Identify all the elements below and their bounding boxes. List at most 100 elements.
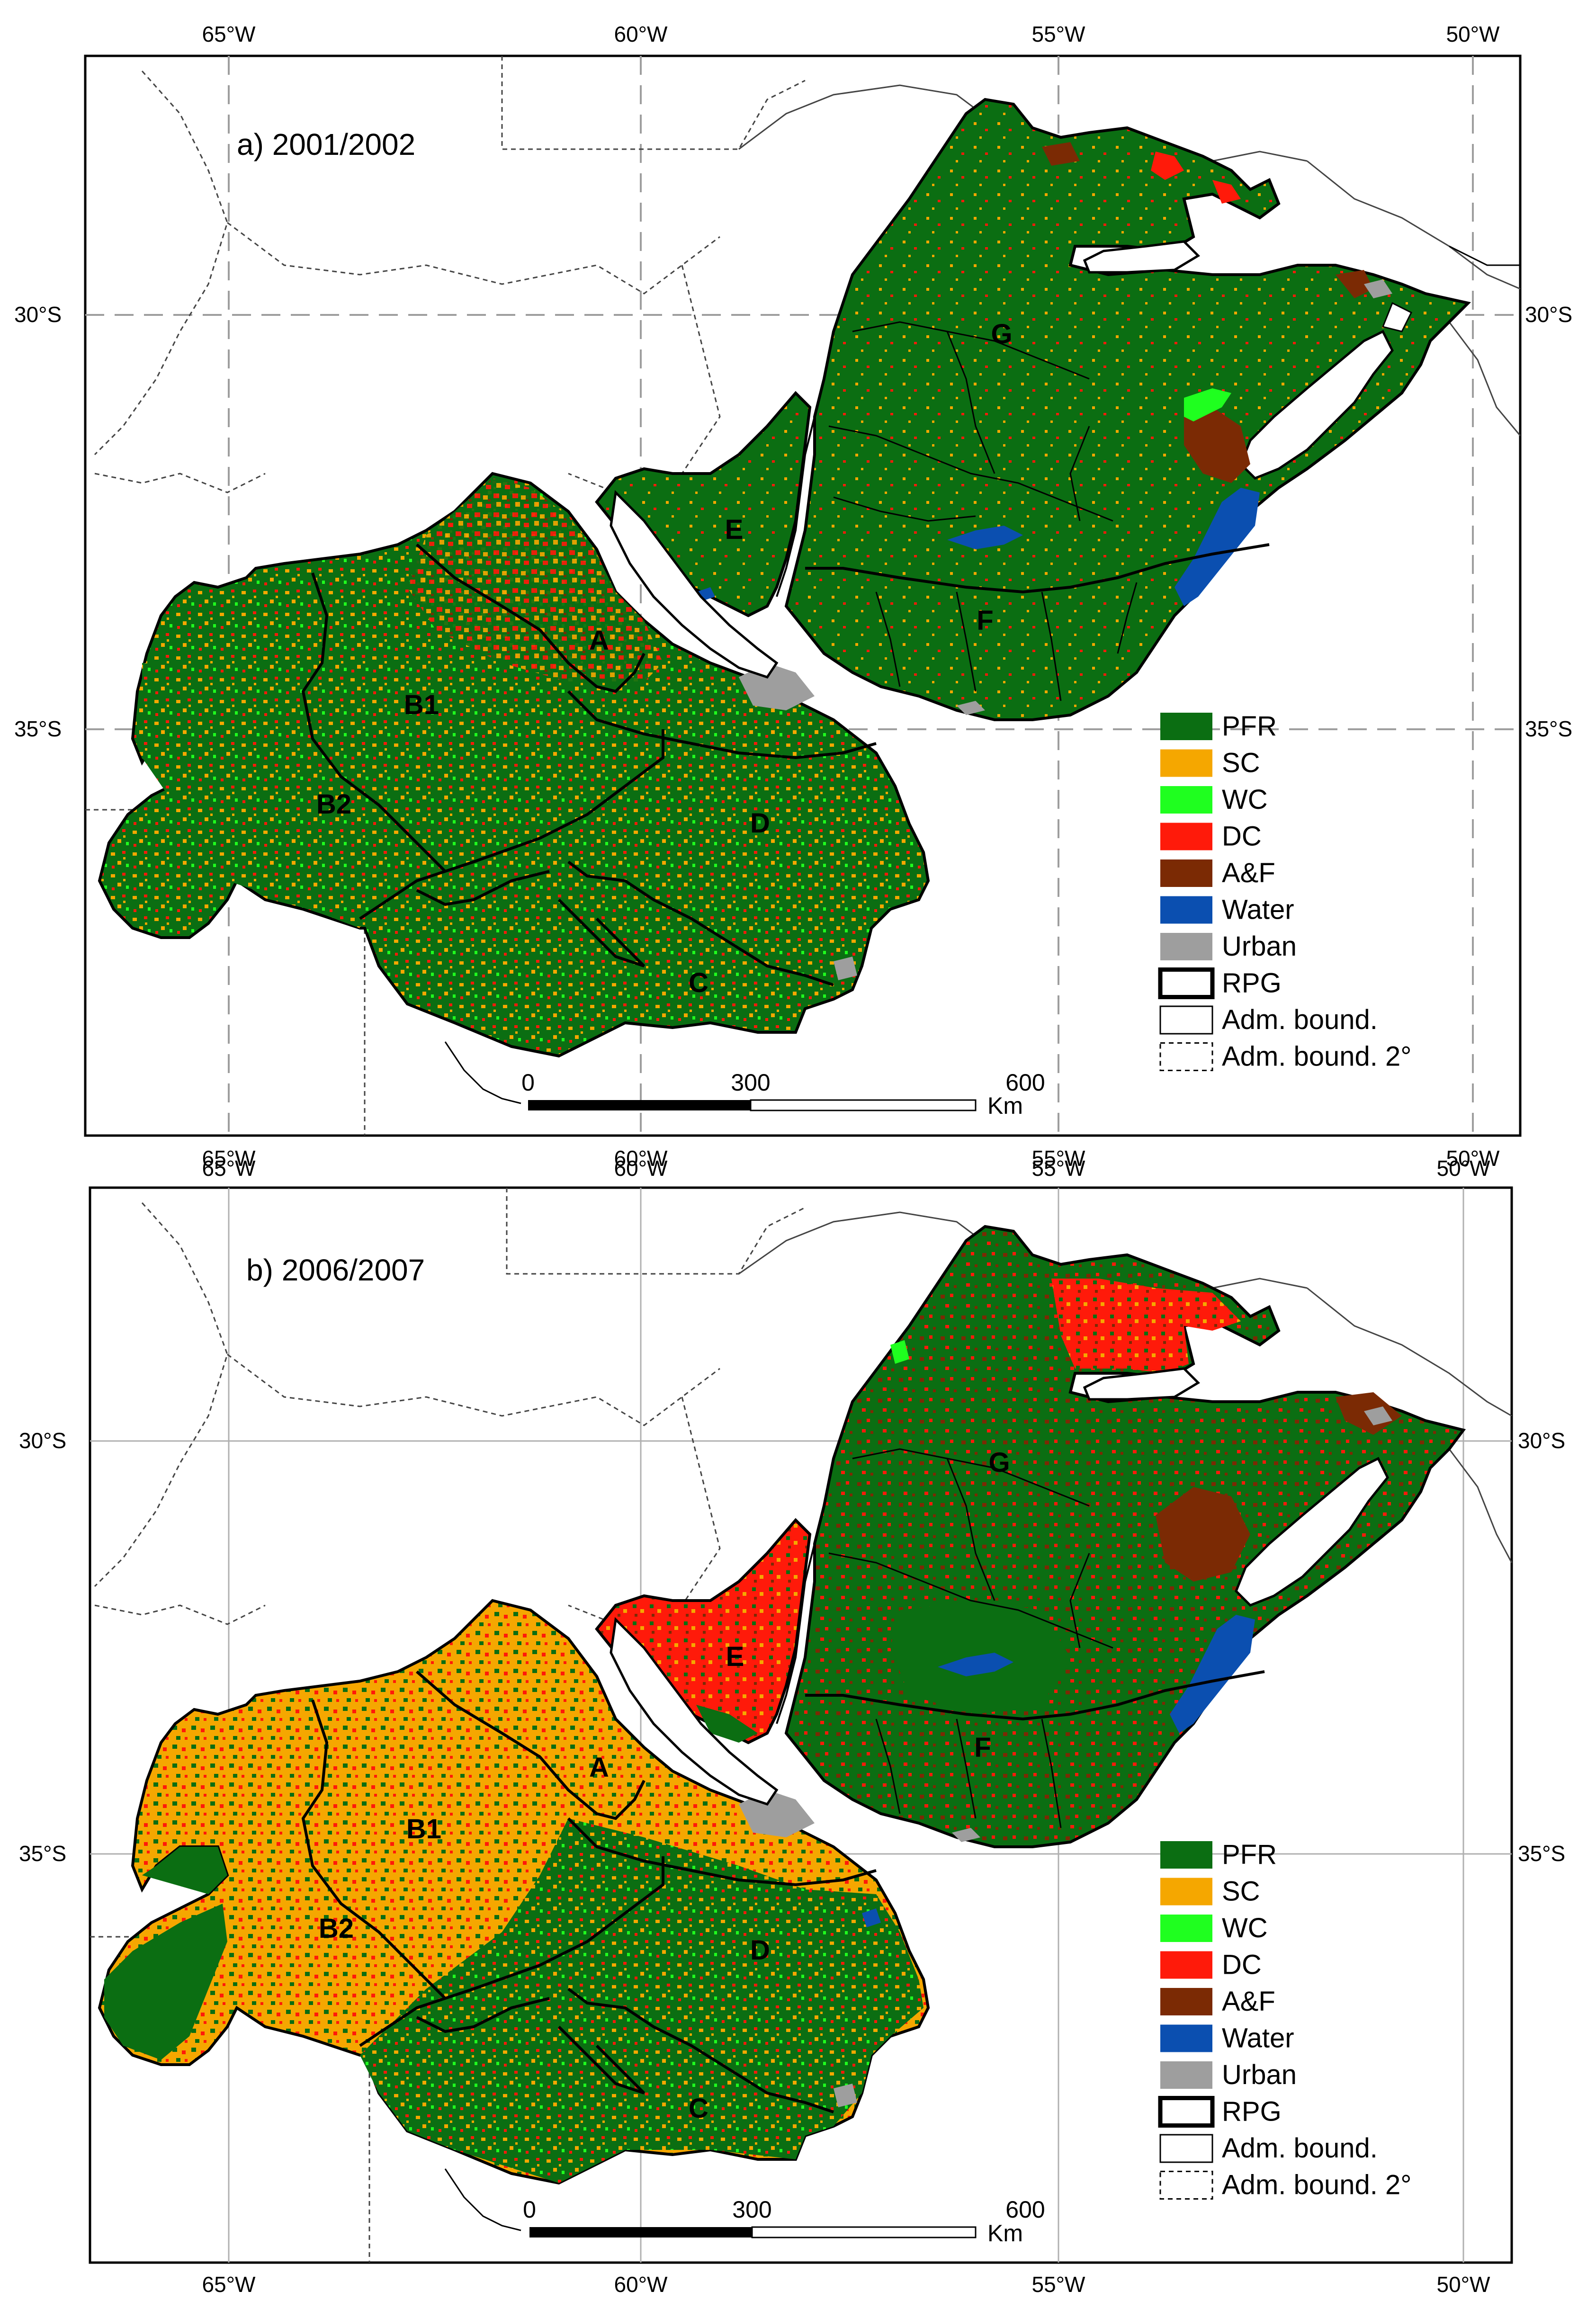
legend-label-sc: SC	[1222, 1876, 1260, 1907]
rpg-boundaries-campos-b	[805, 1670, 1265, 1721]
svg-text:300: 300	[731, 1069, 770, 1096]
svg-text:600: 600	[1005, 2196, 1045, 2223]
legend-label-adm-bound-2-: Adm. bound. 2°	[1222, 1041, 1411, 1072]
legend-label-wc: WC	[1222, 1913, 1268, 1943]
map-title-b: b) 2006/2007	[246, 1253, 425, 1287]
legend-label-pfr: PFR	[1222, 1839, 1277, 1870]
region-label-g-b: G	[988, 1447, 1010, 1478]
dc-patch-1-a	[1151, 152, 1184, 180]
legend-a: PFR SC WC DC A&F Water Urban RPG Adm. bound. Adm.…	[1158, 711, 1411, 1072]
water-pampa-b	[862, 1908, 881, 1927]
campos-region-a	[784, 98, 1471, 721]
region-label-b1-b: B1	[406, 1814, 441, 1844]
water-mirim-a	[1175, 488, 1260, 606]
svg-text:35°S: 35°S	[1525, 716, 1572, 741]
region-label-d-b: D	[750, 1935, 770, 1966]
svg-text:35°S: 35°S	[1518, 1841, 1565, 1866]
legend-swatch-rpg	[1158, 967, 1215, 999]
rpg-boundaries-campos-a	[805, 543, 1270, 594]
legend-swatch-pfr	[1160, 713, 1212, 740]
legend-swatch-rpg	[1158, 2096, 1215, 2128]
legend-swatch-wc	[1160, 786, 1212, 814]
rpg-boundaries-pampa-a	[301, 543, 877, 986]
map-panel-b: A B1 B2 C D E F G b) 2006/2007 65°W 60°W…	[19, 1156, 1565, 2297]
urban-small-a	[834, 957, 857, 980]
legend-label-adm-bound-2-: Adm. bound. 2°	[1222, 2170, 1411, 2201]
svg-text:30°S: 30°S	[19, 1428, 66, 1453]
svg-text:65°W: 65°W	[202, 22, 256, 46]
coast-south-b	[444, 2168, 521, 2231]
water-reservoir-a	[947, 526, 1023, 549]
dc-north-brazil-b	[1051, 1279, 1241, 1373]
svg-text:60°W: 60°W	[614, 1146, 668, 1171]
axis-top-b: 65°W 60°W 55°W 50°W	[202, 1156, 1491, 1181]
urban-porto-alegre-b	[1364, 1406, 1392, 1425]
legend-label-wc: WC	[1222, 784, 1268, 815]
region-label-a-b: A	[589, 1752, 609, 1783]
legend-label-dc: DC	[1222, 1950, 1262, 1980]
svg-text:35°S: 35°S	[19, 1841, 66, 1866]
map-panel-a: A B1 B2 C D E F G a) 2001/2002 65°W 60°W…	[14, 22, 1572, 1171]
urban-montevideo-b	[952, 1828, 980, 1842]
af-patch-3-a	[1042, 142, 1080, 166]
region-label-e-b: E	[726, 1641, 744, 1672]
pampa-west-green-b	[142, 1847, 227, 1894]
legend-label-rpg: RPG	[1222, 968, 1282, 999]
water-mirim-b	[1170, 1615, 1255, 1733]
region-label-e-a: E	[725, 514, 744, 545]
axis-top-a: 65°W 60°W 55°W 50°W	[202, 22, 1500, 46]
svg-text:30°S: 30°S	[1525, 302, 1572, 327]
legend-label-pfr: PFR	[1222, 711, 1277, 742]
svg-text:600: 600	[1005, 1069, 1045, 1096]
svg-text:0: 0	[521, 1069, 535, 1096]
axis-left-a: 30°S 35°S	[14, 302, 62, 741]
af-patch-1-b	[1156, 1487, 1250, 1582]
legend-label-sc: SC	[1222, 748, 1260, 779]
legend-label-a-f: A&F	[1222, 858, 1275, 888]
lagoon-b	[1083, 1367, 1201, 1401]
legend-swatch-urban	[1160, 2061, 1212, 2089]
svg-text:65°W: 65°W	[202, 2272, 256, 2297]
region-label-f-b: F	[974, 1732, 991, 1763]
svg-text:50°W: 50°W	[1437, 2272, 1491, 2297]
legend-b: PFR SC WC DC A&F Water Urban RPG Adm. bound. Adm.…	[1158, 1839, 1411, 2201]
rpg-boundaries-pampa-b	[301, 1670, 877, 2113]
axis-bottom-a: 65°W 60°W 55°W 50°W	[202, 1146, 1500, 1171]
svg-text:50°W: 50°W	[1446, 1146, 1500, 1171]
pampa-b2-zone-a	[142, 663, 360, 928]
pampa-south-green-b	[360, 1818, 924, 2183]
legend-label-urban: Urban	[1222, 931, 1297, 962]
svg-text:50°W: 50°W	[1446, 22, 1500, 46]
rio-de-la-plata-b	[610, 1617, 779, 1806]
svg-text:300: 300	[732, 2196, 771, 2223]
region-label-f-a: F	[977, 605, 993, 636]
legend-swatch-pfr	[1160, 1841, 1212, 1869]
legend-label-rpg: RPG	[1222, 2096, 1282, 2127]
wc-patch-b	[890, 1340, 909, 1364]
legend-swatch-dc	[1160, 823, 1212, 850]
axis-right-b: 30°S 35°S	[1518, 1428, 1565, 1866]
scalebar-b: 0 300 600 Km	[523, 2196, 1045, 2246]
legend-swatch-adm-bound-2-	[1159, 1042, 1213, 1071]
coast-south-a	[444, 1041, 521, 1104]
legend-swatch-adm-bound-2-	[1159, 2171, 1213, 2200]
legend-swatch-adm-bound-	[1159, 1005, 1213, 1035]
lagoon-dos-patos-b	[1235, 1457, 1389, 1607]
svg-text:30°S: 30°S	[1518, 1428, 1565, 1453]
svg-text:30°S: 30°S	[14, 302, 62, 327]
svg-text:55°W: 55°W	[1032, 1146, 1086, 1171]
legend-label-water: Water	[1222, 895, 1294, 925]
legend-swatch-sc	[1160, 749, 1212, 777]
svg-text:50°W: 50°W	[1437, 1156, 1491, 1181]
lagoon-a	[1083, 240, 1201, 274]
uruguay-river-b	[776, 1543, 816, 1724]
legend-label-adm-bound-: Adm. bound.	[1222, 1004, 1378, 1035]
pampa-red-zone-a	[407, 478, 663, 682]
wc-patch-a	[1184, 388, 1231, 421]
svg-text:55°W: 55°W	[1032, 22, 1086, 46]
region-label-b2-a: B2	[316, 789, 351, 820]
legend-label-a-f: A&F	[1222, 1986, 1275, 2017]
legend-label-adm-bound-: Adm. bound.	[1222, 2133, 1378, 2164]
svg-text:0: 0	[523, 2196, 536, 2223]
